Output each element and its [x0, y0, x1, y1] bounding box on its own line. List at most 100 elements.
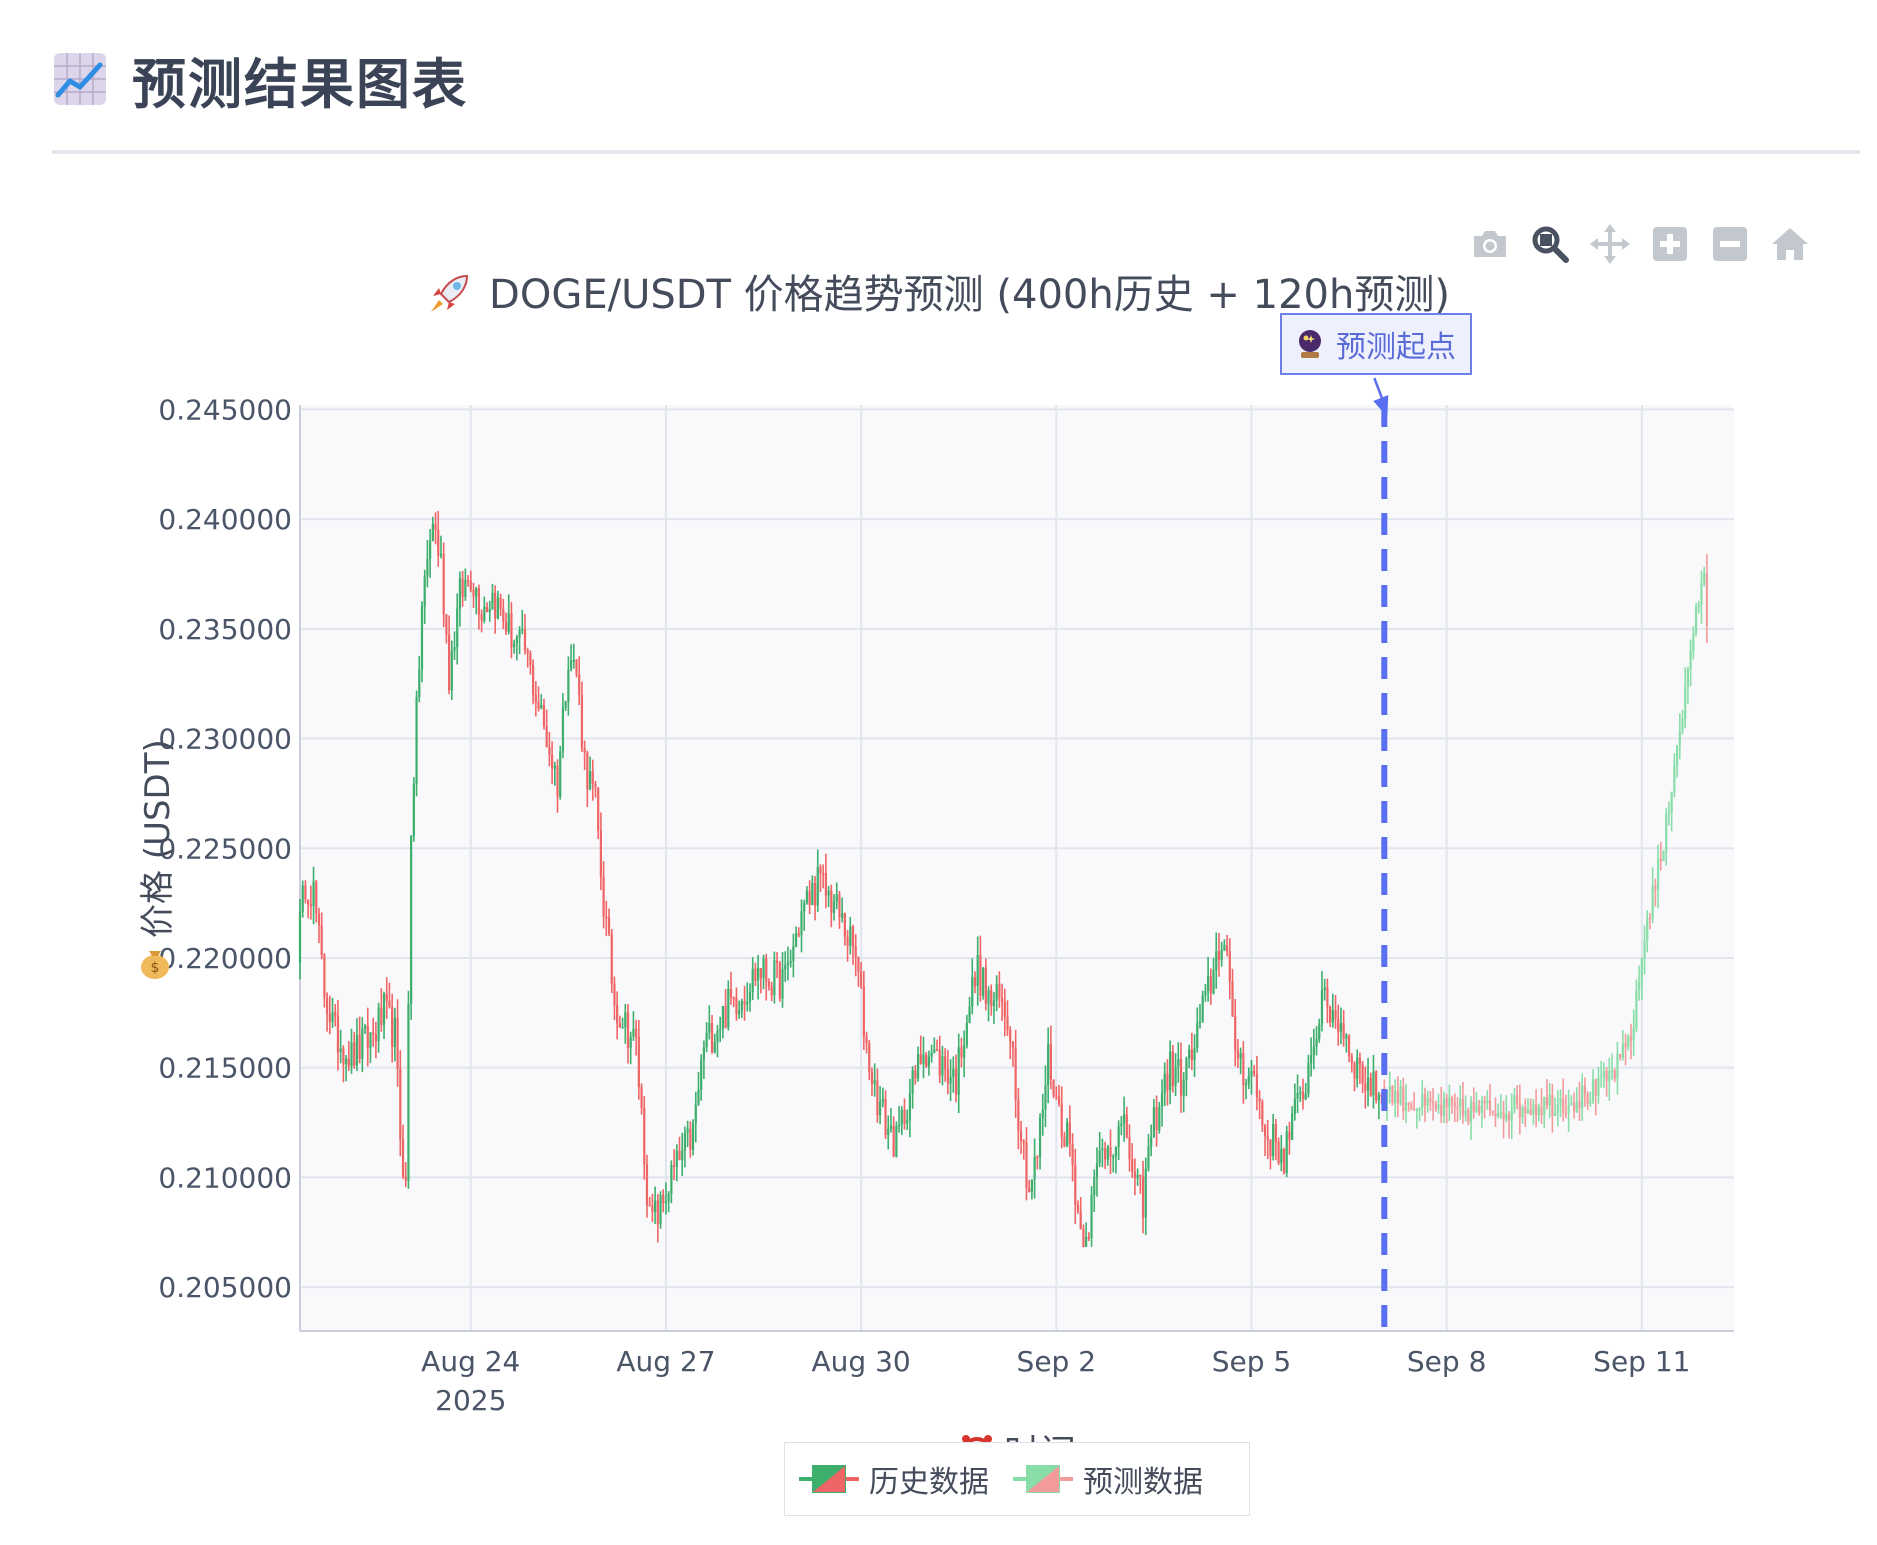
hist-candle — [873, 1063, 876, 1097]
hist-candle-body — [1141, 1176, 1145, 1218]
hist-candle-body — [347, 1058, 350, 1067]
hist-candle — [1063, 1131, 1066, 1148]
pred-candle — [1581, 1073, 1584, 1121]
home-icon[interactable] — [1760, 222, 1820, 266]
pred-candle-body — [1486, 1100, 1489, 1104]
zoom-out-icon[interactable] — [1700, 222, 1760, 266]
hist-candle — [564, 700, 567, 711]
hist-candle-body — [458, 578, 462, 609]
hist-candle-body — [453, 647, 456, 651]
hist-candle — [496, 590, 499, 620]
pred-candle-body — [1488, 1100, 1492, 1111]
hist-candle — [965, 1014, 968, 1049]
hist-candle-body — [935, 1049, 939, 1052]
hist-candle-body — [1193, 1047, 1196, 1061]
hist-candle — [477, 584, 481, 630]
hist-candle — [1188, 1044, 1191, 1069]
hist-candle — [1171, 1045, 1174, 1093]
hist-candle-body — [1125, 1114, 1128, 1138]
pred-candle — [1410, 1101, 1413, 1111]
hist-candle — [816, 849, 819, 913]
pred-candle-body — [1518, 1103, 1521, 1118]
hist-candle — [743, 985, 746, 1021]
hist-candle — [1310, 1037, 1313, 1077]
pred-candle-body — [1426, 1098, 1429, 1106]
pred-candle-body — [1665, 814, 1668, 852]
legend-item-prediction[interactable]: 预测数据 — [1013, 1457, 1203, 1501]
pred-candle-body — [1440, 1104, 1443, 1116]
hist-candle-body — [735, 997, 738, 1014]
chart-increasing-icon — [54, 53, 106, 105]
hist-candle — [1082, 1224, 1085, 1248]
pred-candle — [1407, 1102, 1410, 1112]
pred-candle — [1624, 1033, 1627, 1066]
hist-candle — [1152, 1099, 1156, 1138]
hist-candle — [846, 930, 849, 962]
hist-candle — [393, 1007, 396, 1062]
hist-candle — [458, 571, 462, 627]
hist-candle — [1185, 1056, 1188, 1097]
hist-candle — [434, 512, 437, 545]
pred-candle — [1494, 1097, 1497, 1127]
pred-candle-body — [1545, 1097, 1549, 1106]
hist-candle-body — [456, 608, 459, 648]
hist-candle-body — [358, 1034, 361, 1059]
pred-candle — [1656, 844, 1660, 909]
hist-candle — [1331, 993, 1334, 1028]
hist-candle — [385, 977, 388, 1019]
pred-candle — [1472, 1087, 1475, 1119]
hist-candle-body — [1117, 1125, 1120, 1147]
zoom-icon[interactable] — [1520, 222, 1580, 266]
pred-candle-body — [1521, 1107, 1524, 1118]
hist-candle — [567, 656, 570, 716]
hist-candle-body — [350, 1042, 353, 1067]
hist-candle — [1052, 1079, 1055, 1099]
legend-item-historical[interactable]: 历史数据 — [799, 1457, 989, 1501]
hist-candle-body — [1022, 1141, 1025, 1143]
pred-candle — [1513, 1088, 1516, 1114]
hist-candle-body — [637, 1036, 640, 1088]
hist-candle-body — [775, 960, 779, 964]
candle-legend-historical — [799, 1465, 859, 1493]
hist-candle-body — [946, 1068, 949, 1084]
pan-icon[interactable] — [1580, 222, 1640, 266]
hist-candle-body — [496, 597, 499, 619]
pred-candle-body — [1404, 1102, 1408, 1112]
pred-candle — [1559, 1089, 1562, 1118]
hist-candle-body — [1196, 1022, 1199, 1048]
hist-candle-body — [1044, 1085, 1047, 1110]
hist-candle-body — [507, 613, 510, 632]
hist-candle — [887, 1115, 890, 1150]
hist-candle-body — [1280, 1148, 1283, 1164]
hist-candle-body — [1174, 1066, 1177, 1086]
pred-candle — [1391, 1085, 1394, 1106]
hist-candle-body — [968, 1006, 971, 1023]
hist-candle-body — [1212, 970, 1215, 994]
hist-candle-body — [410, 836, 413, 1005]
hist-candle — [437, 510, 440, 567]
hist-candle-body — [323, 954, 326, 998]
hist-candle-body — [450, 650, 453, 691]
pred-candle-body — [1570, 1103, 1573, 1106]
pred-candle-body — [1578, 1100, 1581, 1109]
pred-candle — [1629, 1023, 1633, 1060]
camera-icon[interactable] — [1460, 222, 1520, 266]
zoom-in-icon[interactable] — [1640, 222, 1700, 266]
hist-candle-body — [605, 916, 608, 919]
hist-candle-body — [1234, 1016, 1237, 1051]
pred-candle — [1529, 1098, 1532, 1116]
pred-candle-body — [1396, 1090, 1399, 1104]
x-tick-label: Aug 24 — [421, 1345, 520, 1378]
pred-candle-body — [1450, 1098, 1454, 1103]
pred-candle-body — [1705, 572, 1709, 626]
pred-candle — [1686, 666, 1690, 705]
hist-candle — [781, 952, 784, 1008]
hist-candle — [1342, 1010, 1345, 1047]
hist-candle — [513, 639, 516, 654]
hist-candle-body — [1217, 951, 1221, 960]
hist-candle-body — [1047, 1044, 1050, 1086]
hist-candle — [700, 1054, 703, 1101]
hist-candle — [325, 992, 329, 1032]
hist-candle — [702, 1040, 706, 1079]
